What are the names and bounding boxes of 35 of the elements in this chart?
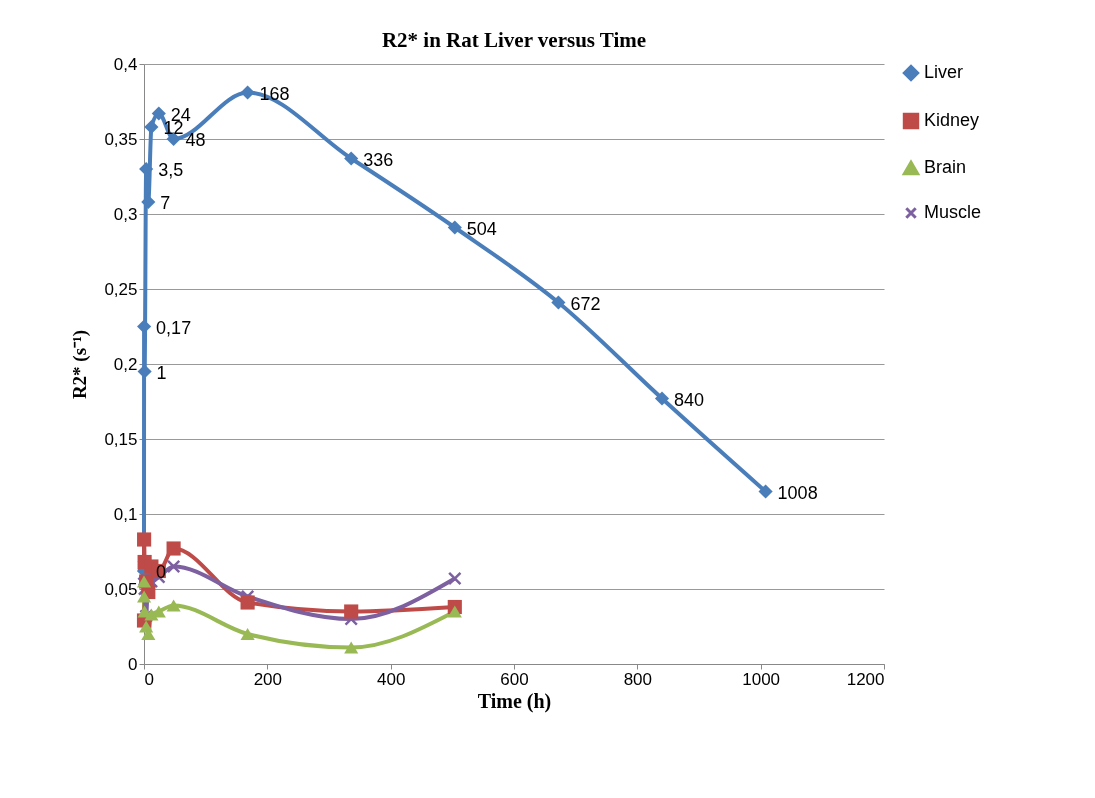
legend-label: Kidney (924, 110, 980, 130)
annotation: 7 (160, 193, 171, 213)
legend-label: Liver (924, 62, 964, 82)
legend-label: Muscle (924, 202, 982, 222)
annotation: 0 (156, 562, 167, 582)
x-tick-label: 1000 (742, 669, 781, 689)
annotation: 1 (156, 362, 167, 383)
y-tick-label: 0,1 (113, 504, 138, 524)
annotation: 1008 (777, 482, 818, 503)
x-tick-label: 600 (500, 669, 529, 689)
y-tick-label: 0,4 (113, 54, 138, 74)
y-tick-label: 0,2 (113, 354, 138, 374)
chart-title: R2* in Rat Liver versus Time (381, 28, 647, 52)
annotation: 168 (259, 83, 290, 104)
x-tick-label: 400 (376, 669, 406, 689)
annotation: 336 (363, 149, 394, 170)
y-tick-label: 0,35 (104, 129, 138, 149)
x-tick-label: 1200 (846, 669, 885, 689)
annotation: 840 (674, 389, 705, 410)
x-axis-title: Time (h) (477, 689, 552, 713)
y-tick-label: 0,05 (104, 579, 138, 599)
annotation: 0,17 (156, 317, 192, 338)
y-axis-title: R2* (s⁻¹) (69, 329, 92, 400)
annotation: 48 (185, 130, 206, 150)
x-tick-label: 800 (623, 669, 653, 689)
x-tick-label: 200 (253, 669, 283, 689)
legend-label: Brain (924, 157, 967, 177)
x-tick-label: 0 (144, 669, 154, 689)
y-tick-label: 0,3 (113, 204, 138, 224)
annotation: 672 (570, 293, 601, 314)
y-tick-label: 0,25 (104, 279, 138, 299)
y-tick-label: 0,15 (104, 429, 138, 449)
annotation: 504 (466, 218, 497, 239)
annotation: 3,5 (158, 160, 184, 180)
y-tick-label: 0 (128, 654, 138, 674)
